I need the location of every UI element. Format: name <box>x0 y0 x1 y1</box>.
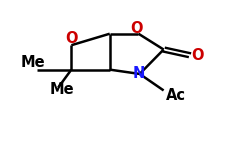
Text: O: O <box>191 48 203 63</box>
Text: N: N <box>132 66 145 81</box>
Text: Me: Me <box>49 82 74 97</box>
Text: O: O <box>130 21 142 36</box>
Text: O: O <box>65 31 78 46</box>
Text: Ac: Ac <box>166 88 186 103</box>
Text: Me: Me <box>21 55 45 70</box>
